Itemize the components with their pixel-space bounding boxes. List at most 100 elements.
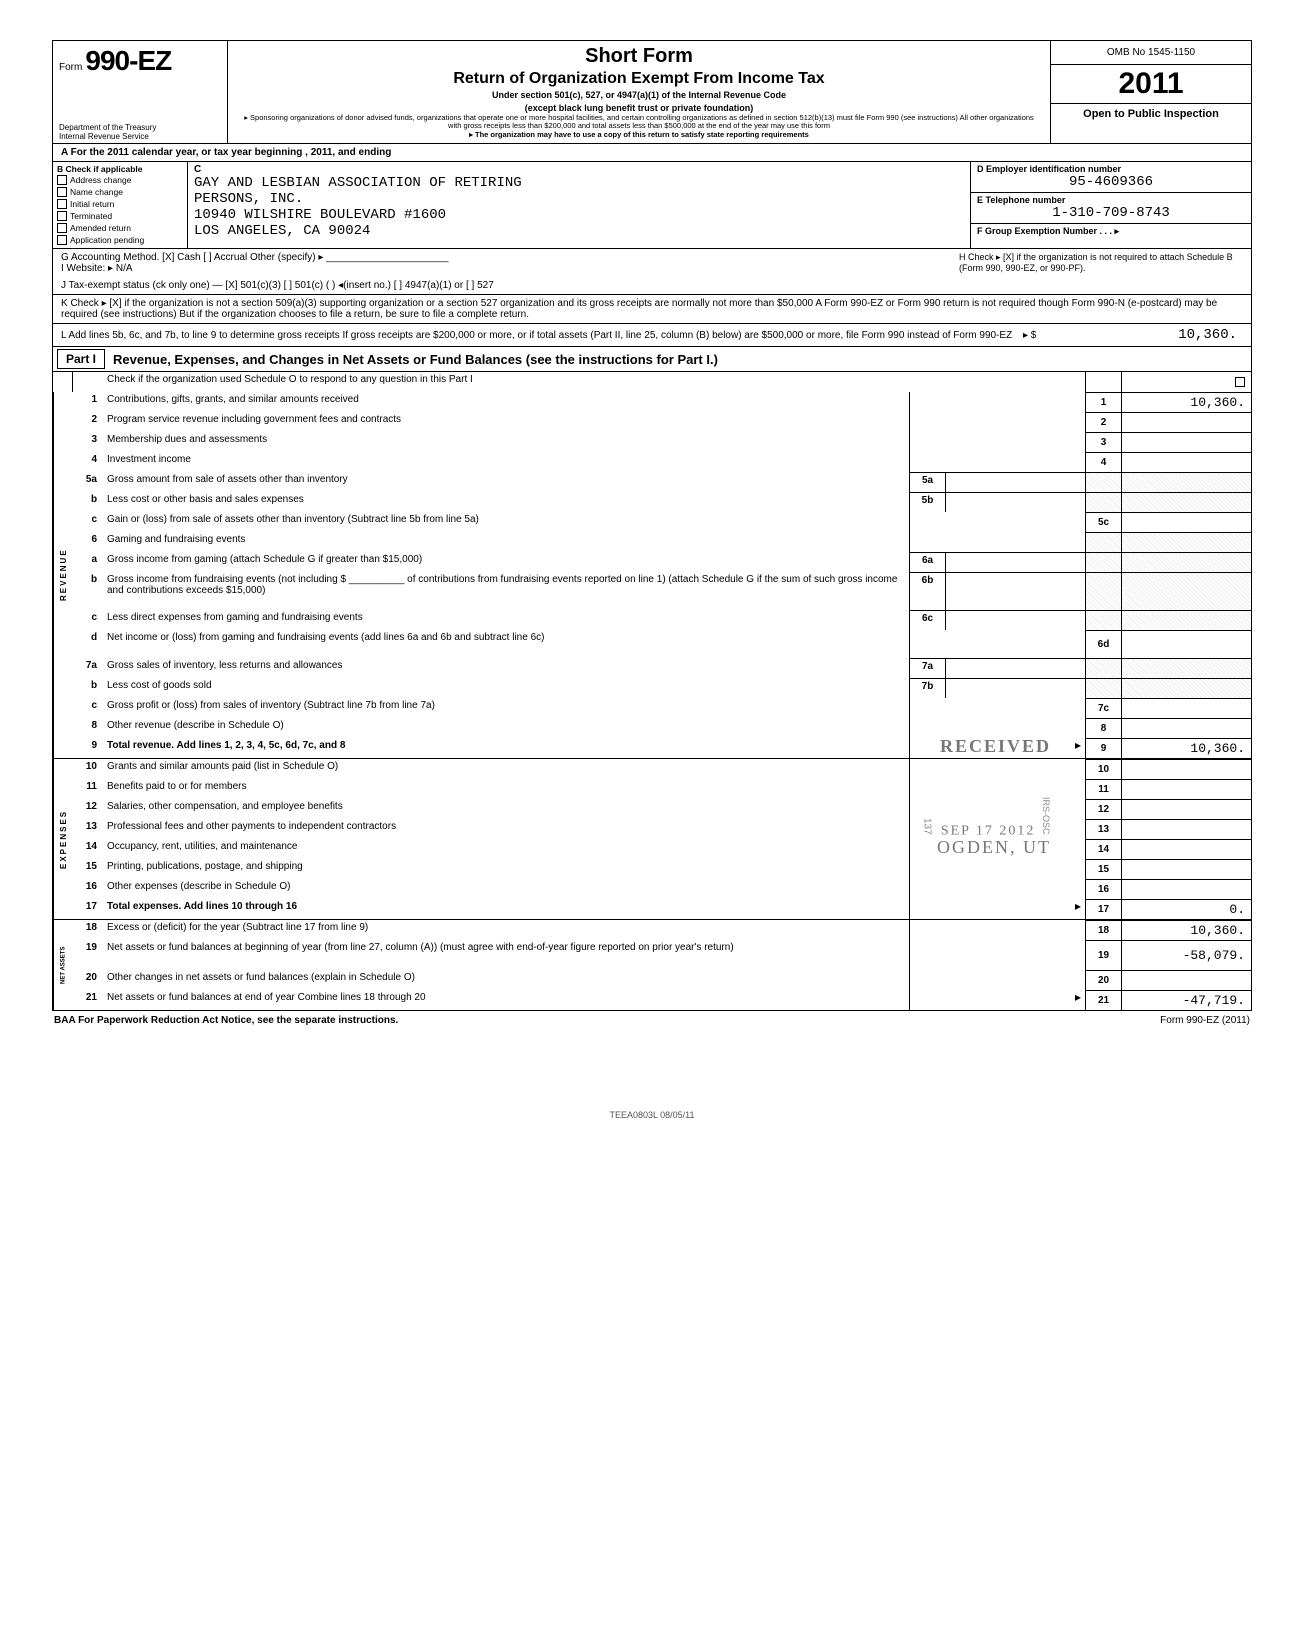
cb-name-change[interactable]: Name change bbox=[57, 186, 183, 198]
form-number: 990-EZ bbox=[85, 45, 171, 76]
line-4-val bbox=[1121, 452, 1251, 472]
line-5a: Gross amount from sale of assets other t… bbox=[103, 472, 909, 492]
col-def: D Employer identification number 95-4609… bbox=[971, 162, 1251, 248]
org-addr-1: 10940 WILSHIRE BOULEVARD #1600 bbox=[194, 207, 964, 223]
phone-label: E Telephone number bbox=[977, 195, 1245, 205]
line-6c: Less direct expenses from gaming and fun… bbox=[103, 610, 909, 630]
line-11: Benefits paid to or for members bbox=[103, 779, 909, 799]
line-7a: Gross sales of inventory, less returns a… bbox=[103, 658, 909, 678]
line-2-val bbox=[1121, 412, 1251, 432]
ein-label: D Employer identification number bbox=[977, 164, 1245, 174]
line-15: Printing, publications, postage, and shi… bbox=[103, 859, 909, 879]
title-under: Under section 501(c), 527, or 4947(a)(1)… bbox=[238, 90, 1040, 101]
part1-title: Revenue, Expenses, and Changes in Net As… bbox=[109, 350, 722, 369]
received-stamp: RECEIVED bbox=[940, 736, 1051, 757]
line-12: Salaries, other compensation, and employ… bbox=[103, 799, 909, 819]
line-19-val: -58,079. bbox=[1121, 940, 1251, 970]
group-exemption-label: F Group Exemption Number . . . ▸ bbox=[977, 226, 1245, 237]
line-5c: Gain or (loss) from sale of assets other… bbox=[103, 512, 909, 532]
line-3-val bbox=[1121, 432, 1251, 452]
line-14: Occupancy, rent, utilities, and maintena… bbox=[103, 839, 909, 859]
title-main: Short Form bbox=[238, 45, 1040, 68]
side-revenue: REVENUE bbox=[53, 392, 73, 758]
org-addr-2: LOS ANGELES, CA 90024 bbox=[194, 223, 964, 239]
line-21-val: -47,719. bbox=[1121, 990, 1251, 1010]
title-box: Short Form Return of Organization Exempt… bbox=[228, 41, 1051, 143]
line-9-val: 10,360. bbox=[1121, 738, 1251, 758]
cb-initial-return[interactable]: Initial return bbox=[57, 198, 183, 210]
line-5c-val bbox=[1121, 512, 1251, 532]
org-name-1: GAY AND LESBIAN ASSOCIATION OF RETIRING bbox=[194, 175, 964, 191]
ein-cell: D Employer identification number 95-4609… bbox=[971, 162, 1251, 193]
line-6d-val bbox=[1121, 630, 1251, 658]
cb-app-pending[interactable]: Application pending bbox=[57, 234, 183, 246]
cb-amended[interactable]: Amended return bbox=[57, 222, 183, 234]
col-c-label: C bbox=[194, 164, 964, 175]
footer-left: BAA For Paperwork Reduction Act Notice, … bbox=[54, 1015, 398, 1026]
line-6a: Gross income from gaming (attach Schedul… bbox=[103, 552, 909, 572]
line-16: Other expenses (describe in Schedule O) bbox=[103, 879, 909, 899]
row-gi-left: G Accounting Method. [X] Cash [ ] Accrua… bbox=[53, 249, 951, 277]
tax-year: 2011 bbox=[1051, 65, 1251, 104]
header-right: OMB No 1545-1150 2011 Open to Public Ins… bbox=[1051, 41, 1251, 143]
row-g-accounting: G Accounting Method. [X] Cash [ ] Accrua… bbox=[61, 252, 943, 263]
part1-header: Part I Revenue, Expenses, and Changes in… bbox=[52, 347, 1252, 372]
revenue-group: REVENUE 1Contributions, gifts, grants, a… bbox=[53, 392, 1251, 758]
line-8-val bbox=[1121, 718, 1251, 738]
line-6d: Net income or (loss) from gaming and fun… bbox=[103, 630, 909, 658]
group-exemption-cell: F Group Exemption Number . . . ▸ bbox=[971, 224, 1251, 239]
line-7c: Gross profit or (loss) from sales of inv… bbox=[103, 698, 909, 718]
line-18: Excess or (deficit) for the year (Subtra… bbox=[103, 920, 909, 940]
col-b-checkboxes: B Check if applicable Address change Nam… bbox=[53, 162, 188, 248]
line-17: Total expenses. Add lines 10 through 16 bbox=[103, 899, 909, 919]
line-20: Other changes in net assets or fund bala… bbox=[103, 970, 909, 990]
dept-block: Department of the Treasury Internal Reve… bbox=[59, 124, 156, 142]
form-prefix: Form bbox=[59, 62, 82, 73]
line-6: Gaming and fundraising events bbox=[103, 532, 909, 552]
line-10: Grants and similar amounts paid (list in… bbox=[103, 759, 909, 779]
date-stamp: 137 SEP 17 2012 IRS-OSC bbox=[921, 797, 1051, 840]
part1-check-box[interactable] bbox=[1235, 377, 1245, 387]
row-a-tax-year: A For the 2011 calendar year, or tax yea… bbox=[52, 144, 1252, 162]
phone-value: 1-310-709-8743 bbox=[977, 205, 1245, 221]
title-sponsor: ▸ Sponsoring organizations of donor advi… bbox=[238, 114, 1040, 131]
line-4: Investment income bbox=[103, 452, 909, 472]
part1-table: Check if the organization used Schedule … bbox=[52, 372, 1252, 1011]
header: Form 990-EZ Department of the Treasury I… bbox=[52, 40, 1252, 144]
line-2: Program service revenue including govern… bbox=[103, 412, 909, 432]
expenses-group: EXPENSES 10Grants and similar amounts pa… bbox=[53, 758, 1251, 919]
omb-number: OMB No 1545-1150 bbox=[1051, 41, 1251, 65]
row-k-check: K Check ▸ [X] if the organization is not… bbox=[52, 295, 1252, 324]
line-7b: Less cost of goods sold bbox=[103, 678, 909, 698]
cb-address-change[interactable]: Address change bbox=[57, 174, 183, 186]
row-l-gross-receipts: L Add lines 5b, 6c, and 7b, to line 9 to… bbox=[52, 324, 1252, 347]
cb-terminated[interactable]: Terminated bbox=[57, 210, 183, 222]
side-expenses: EXPENSES bbox=[53, 759, 73, 919]
footer: BAA For Paperwork Reduction Act Notice, … bbox=[52, 1011, 1252, 1030]
line-9: Total revenue. Add lines 1, 2, 3, 4, 5c,… bbox=[103, 738, 909, 758]
line-18-val: 10,360. bbox=[1121, 920, 1251, 940]
form-page: Form 990-EZ Department of the Treasury I… bbox=[52, 40, 1252, 1120]
row-l-value: 10,360. bbox=[1063, 327, 1243, 343]
line-7c-val bbox=[1121, 698, 1251, 718]
part1-check-row: Check if the organization used Schedule … bbox=[53, 372, 1251, 392]
row-gih: G Accounting Method. [X] Cash [ ] Accrua… bbox=[52, 249, 1252, 277]
title-sub: Return of Organization Exempt From Incom… bbox=[238, 70, 1040, 88]
dept-irs: Internal Revenue Service bbox=[59, 133, 156, 142]
line-13: Professional fees and other payments to … bbox=[103, 819, 909, 839]
line-6b: Gross income from fundraising events (no… bbox=[103, 572, 909, 610]
part1-label: Part I bbox=[57, 349, 105, 369]
col-b-head: B Check if applicable bbox=[57, 164, 183, 174]
row-j-tax-exempt: J Tax-exempt status (ck only one) — [X] … bbox=[52, 277, 1252, 295]
row-i-website: I Website: ▸ N/A bbox=[61, 263, 943, 274]
form-number-box: Form 990-EZ Department of the Treasury I… bbox=[53, 41, 228, 143]
line-5b: Less cost or other basis and sales expen… bbox=[103, 492, 909, 512]
title-except: (except black lung benefit trust or priv… bbox=[238, 103, 1040, 114]
org-name-2: PERSONS, INC. bbox=[194, 191, 964, 207]
ogden-stamp: OGDEN, UT bbox=[937, 837, 1051, 858]
entity-block: B Check if applicable Address change Nam… bbox=[52, 162, 1252, 249]
row-h-schedule-b: H Check ▸ [X] if the organization is not… bbox=[951, 249, 1251, 277]
row-l-text: L Add lines 5b, 6c, and 7b, to line 9 to… bbox=[61, 330, 1023, 341]
part1-check-text: Check if the organization used Schedule … bbox=[103, 372, 1085, 392]
open-public: Open to Public Inspection bbox=[1051, 104, 1251, 125]
